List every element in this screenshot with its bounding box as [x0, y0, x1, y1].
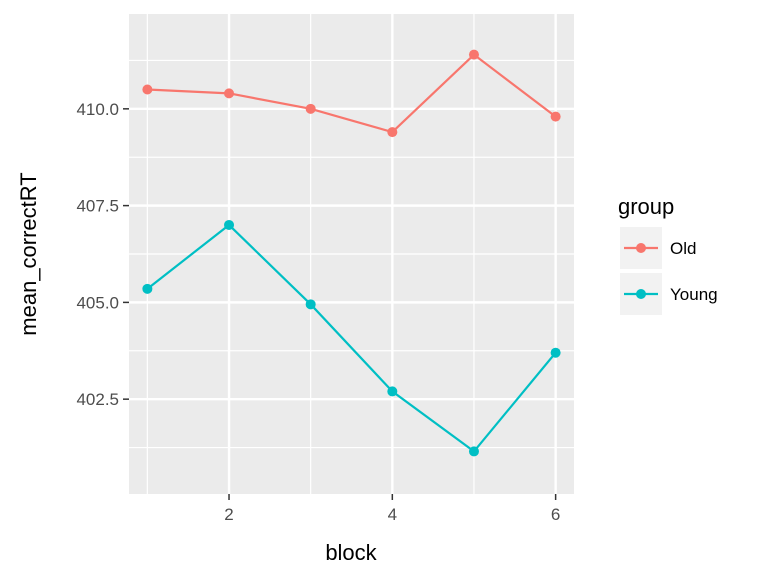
y-tick-label: 407.5 [76, 197, 119, 216]
data-point-young [305, 299, 316, 310]
x-tick-label: 6 [551, 505, 560, 524]
data-point-old [468, 49, 479, 60]
y-axis: 402.5 405.0 407.5 410.0 [76, 100, 129, 409]
y-axis-title: mean_correctRT [16, 172, 41, 335]
legend: group Old Young [618, 194, 718, 315]
y-tick-label: 410.0 [76, 100, 119, 119]
data-point-young [387, 386, 398, 397]
data-point-young [468, 446, 479, 457]
data-point-old [550, 111, 561, 122]
legend-label-old: Old [670, 239, 696, 258]
x-tick-label: 4 [388, 505, 397, 524]
legend-title: group [618, 194, 674, 219]
series-line-old [147, 53, 557, 134]
data-point-old [305, 103, 316, 114]
legend-key-point-young [636, 289, 646, 299]
legend-label-young: Young [670, 285, 718, 304]
x-axis: 2 4 6 [224, 494, 560, 524]
x-axis-title: block [325, 540, 377, 565]
y-tick-label: 405.0 [76, 293, 119, 312]
data-point-young [550, 347, 561, 358]
y-tick-label: 402.5 [76, 390, 119, 409]
series-line-young [146, 223, 557, 453]
data-point-young [142, 283, 153, 294]
legend-key-point-old [636, 243, 646, 253]
data-point-old [387, 127, 398, 138]
major-gridlines [129, 14, 574, 494]
data-point-young [224, 219, 235, 230]
data-point-old [142, 84, 153, 95]
series-layer [142, 49, 561, 457]
data-point-old [224, 88, 235, 99]
x-tick-label: 2 [224, 505, 233, 524]
